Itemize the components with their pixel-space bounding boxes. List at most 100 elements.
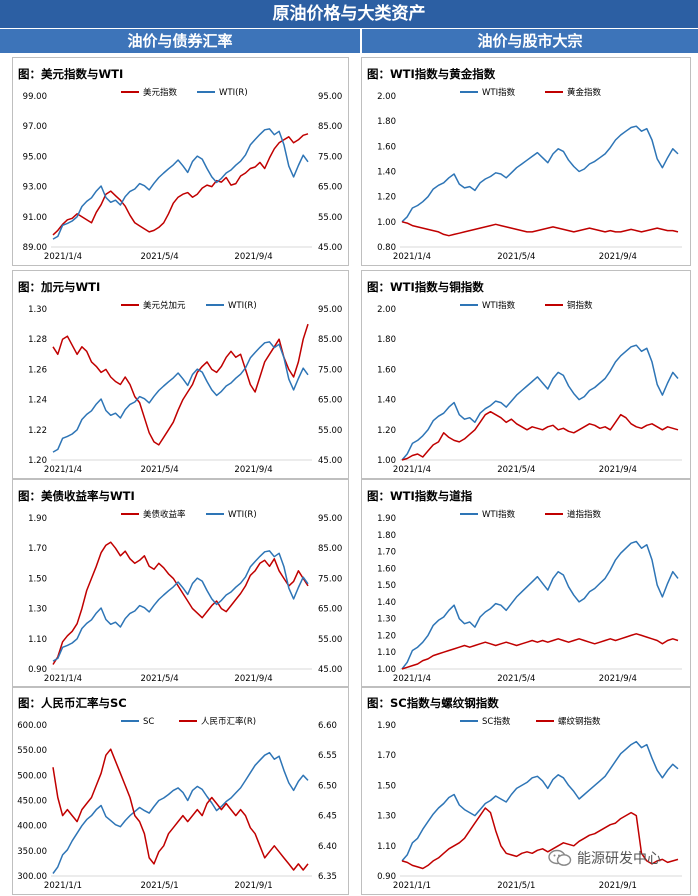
y-left-tick-label: 1.60 [377,142,396,152]
series-line-2 [401,410,679,461]
chart-svg: 1.30 1.28 1.26 1.24 1.22 1.20 95.00 85.00 75.00 6… [28,300,342,475]
x-tick-label: 2021/1/4 [44,252,82,262]
x-tick-label: 2021/1/1 [44,881,82,891]
y-left-tick-label: 1.00 [377,665,396,675]
y-left-tick-label: 1.40 [377,598,396,608]
y-right-tick-label: 45.00 [318,665,342,675]
chart-panel-1: 图：美元指数与WTI 99.00 97.00 95.00 93.00 91.00 89.00… [12,57,349,266]
y-left-tick-label: 1.40 [377,396,396,406]
legend-label: WTI指数 [482,509,516,520]
x-tick-label: 2021/1/4 [44,674,82,684]
wechat-icon [548,849,572,866]
series-line-2 [52,748,309,871]
y-left-tick-label: 1.24 [28,396,47,406]
y-left-tick-label: 1.90 [28,514,47,524]
chart-panel-6: 图：WTI指数与道指 1.90 1.80 1.70 1.60 1.50 1.40 1.30 1.… [361,479,691,688]
y-right-tick-label: 95.00 [318,92,342,102]
y-left-tick-label: 1.10 [377,842,396,852]
y-left-tick-label: 600.00 [17,721,47,731]
series-line-1 [401,344,679,461]
y-left-tick-label: 1.26 [28,365,47,375]
y-left-tick-label: 1.70 [377,751,396,761]
x-tick-label: 2021/1/4 [393,252,431,262]
legend-label: WTI指数 [482,300,516,311]
x-tick-label: 2021/9/1 [234,881,272,891]
series-line-2 [401,633,679,670]
chart-panel-3: 图：加元与WTI 1.30 1.28 1.26 1.24 1.22 1.20 95.00 85.… [12,270,349,479]
series-line-1 [52,133,309,236]
series-line-1 [401,125,679,223]
right-section-header: 油价与股市大宗 [362,29,698,53]
series-line-1 [401,540,679,670]
y-left-tick-label: 1.80 [377,531,396,541]
y-left-tick-label: 1.70 [377,548,396,558]
x-tick-label: 2021/5/1 [140,881,178,891]
x-tick-label: 2021/1/1 [393,881,431,891]
x-tick-label: 2021/9/4 [599,674,637,684]
legend-label: WTI(R) [228,510,257,520]
y-right-tick-label: 55.00 [318,213,342,223]
legend-label: WTI(R) [228,301,257,311]
x-tick-label: 2021/9/4 [599,252,637,262]
y-left-tick-label: 0.90 [377,872,396,882]
y-left-tick-label: 2.00 [377,305,396,315]
y-left-tick-label: 1.50 [28,574,47,584]
y-left-tick-label: 1.22 [28,426,47,436]
series-line-2 [401,807,679,870]
series-line-1 [52,751,309,874]
legend-label: 人民币汇率(R) [201,716,256,727]
legend-label: 铜指数 [567,300,593,311]
chart-svg: 600.00 550.00 500.00 450.00 400.00 350.00 300.… [17,716,337,891]
y-right-tick-label: 75.00 [318,574,342,584]
y-left-tick-label: 1.70 [28,544,47,554]
series-line-2 [401,221,679,237]
x-tick-label: 2021/5/4 [140,674,178,684]
y-left-tick-label: 500.00 [17,771,47,781]
chart-title: 图：SC指数与螺纹钢指数 [367,696,499,710]
chart-title: 图：加元与WTI [18,280,101,294]
legend-label: SC指数 [482,716,511,727]
legend-label: 美债收益率 [143,509,186,520]
y-left-tick-label: 1.30 [377,812,396,822]
y-right-tick-label: 65.00 [318,605,342,615]
y-left-tick-label: 450.00 [17,797,47,807]
y-right-tick-label: 95.00 [318,514,342,524]
x-tick-label: 2021/9/4 [234,465,272,475]
legend-label: SC [143,717,154,727]
y-left-tick-label: 1.90 [377,721,396,731]
y-left-tick-label: 1.50 [377,581,396,591]
y-left-tick-label: 400.00 [17,822,47,832]
chart-title: 图：WTI指数与铜指数 [367,280,484,294]
chart-panel-4: 图：WTI指数与铜指数 2.00 1.80 1.60 1.40 1.20 1.00 2021/… [361,270,691,479]
chart-svg: 1.90 1.80 1.70 1.60 1.50 1.40 1.30 1.20 1.10 1.00… [377,509,682,684]
y-left-tick-label: 93.00 [23,183,47,193]
y-left-tick-label: 99.00 [23,92,47,102]
chart-title: 图：WTI指数与道指 [367,489,473,503]
y-right-tick-label: 6.55 [318,751,337,761]
x-tick-label: 2021/5/4 [140,252,178,262]
y-left-tick-label: 1.40 [377,168,396,178]
y-left-tick-label: 1.28 [28,335,47,345]
legend-label: 螺纹钢指数 [558,716,601,727]
y-right-tick-label: 75.00 [318,365,342,375]
y-left-tick-label: 1.20 [377,193,396,203]
chart-svg: 99.00 97.00 95.00 93.00 91.00 89.00 95.00 85.00… [23,87,343,262]
y-left-tick-label: 550.00 [17,746,47,756]
chart-panel-7: 图：人民币汇率与SC 600.00 550.00 500.00 450.00 400.00… [12,686,349,895]
y-left-tick-label: 0.80 [377,243,396,253]
chart-title: 图：WTI指数与黄金指数 [367,67,496,81]
y-left-tick-label: 2.00 [377,92,396,102]
series-line-2 [52,128,309,240]
y-left-tick-label: 350.00 [17,847,47,857]
y-right-tick-label: 6.35 [318,872,337,882]
watermark-text: 能源研发中心 [577,851,661,867]
y-left-tick-label: 1.60 [377,365,396,375]
y-left-tick-label: 1.10 [28,635,47,645]
y-right-tick-label: 6.40 [318,842,337,852]
series-line-1 [401,740,679,862]
y-left-tick-label: 1.20 [28,456,47,466]
y-left-tick-label: 1.50 [377,781,396,791]
